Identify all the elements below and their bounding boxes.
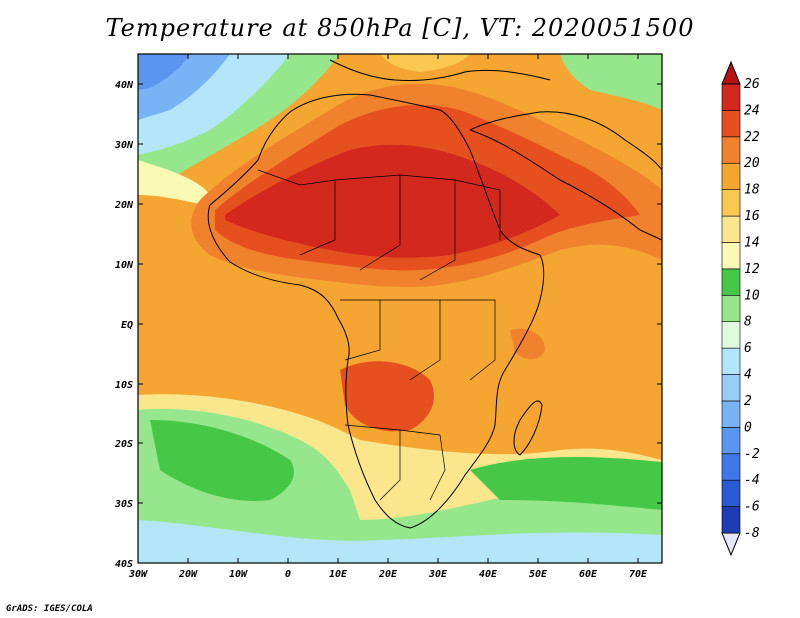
colorbar-swatch: [721, 453, 741, 481]
x-tick-50e: 50E: [529, 569, 548, 580]
colorbar-level-label: 26: [744, 77, 760, 92]
y-tick-40s: 40S: [115, 559, 133, 570]
x-tick-10w: 10W: [229, 569, 248, 580]
x-tick-0: 0: [285, 569, 291, 580]
colorbar-swatch: [721, 374, 741, 402]
colorbar-swatch: [721, 479, 741, 507]
x-axis: [187, 54, 639, 563]
y-tick-20n: 20N: [114, 200, 134, 211]
colorbar-swatch: [721, 189, 741, 217]
y-tick-40n: 40N: [115, 80, 134, 91]
colorbar-swatch: [721, 136, 741, 164]
colorbar-level-label: 12: [744, 262, 760, 277]
y-tick-10n: 10N: [115, 260, 134, 271]
y-tick-eq: EQ: [121, 320, 133, 331]
colorbar-swatch: [721, 215, 741, 243]
colorbar-swatch: [721, 162, 741, 190]
temperature-field: [138, 54, 662, 563]
colorbar-level-label: 8: [744, 315, 752, 330]
colorbar-max-arrow: [721, 60, 741, 85]
coastlines: [207, 59, 662, 529]
colorbar-level-label: 2: [744, 394, 752, 409]
colorbar-swatch: [721, 400, 741, 428]
colorbar-level-label: -2: [744, 447, 760, 462]
country-borders: [257, 169, 501, 501]
x-tick-30w: 30W: [128, 569, 148, 580]
colorbar-level-label: 24: [744, 103, 760, 118]
y-tick-30n: 30N: [114, 140, 134, 151]
colorbar-swatch: [721, 506, 741, 534]
y-axis: [138, 83, 662, 504]
colorbar-level-label: 18: [744, 183, 760, 198]
colorbar-swatch: [721, 110, 741, 138]
x-tick-70e: 70E: [629, 569, 648, 580]
colorbar-level-label: 10: [744, 288, 760, 303]
colorbar-min-arrow: [721, 532, 741, 557]
colorbar-level-label: 22: [744, 130, 760, 145]
x-tick-30e: 30E: [428, 569, 448, 580]
colorbar-swatch: [721, 427, 741, 455]
colorbar-swatch: [721, 268, 741, 296]
y-tick-labels: 40N 30N 20N 10N EQ 10S 20S 30S 40S: [114, 80, 134, 570]
colorbar-swatch: [721, 321, 741, 349]
credit-label: GrADS: IGES/COLA: [6, 604, 93, 614]
colorbar-level-label: 20: [744, 156, 760, 171]
x-tick-60e: 60E: [579, 569, 598, 580]
colorbar-level-label: 0: [744, 420, 752, 435]
colorbar-level-label: 6: [744, 341, 752, 356]
y-tick-30s: 30S: [114, 499, 133, 510]
x-tick-40e: 40E: [479, 569, 498, 580]
plot-border: [137, 53, 663, 564]
y-tick-20s: 20S: [114, 439, 133, 450]
colorbar-level-label: -4: [744, 473, 760, 488]
colorbar-swatch: [721, 83, 741, 111]
colorbar-level-label: 4: [744, 368, 752, 383]
colorbar-level-label: -8: [744, 526, 760, 541]
colorbar-swatch: [721, 242, 741, 270]
y-tick-10s: 10S: [115, 380, 133, 391]
chart-title: Temperature at 850hPa [C], VT: 202005150…: [105, 14, 695, 42]
x-tick-10e: 10E: [329, 569, 348, 580]
colorbar-level-label: 16: [744, 209, 760, 224]
colorbar-swatch: [721, 347, 741, 375]
x-tick-20e: 20E: [378, 569, 398, 580]
colorbar-level-label: -6: [744, 500, 760, 515]
x-tick-labels: 30W 20W 10W 0 10E 20E 30E 40E 50E 60E 70…: [128, 569, 648, 580]
colorbar-level-label: 14: [744, 235, 760, 250]
colorbar-swatch: [721, 294, 741, 323]
x-tick-20w: 20W: [178, 569, 198, 580]
